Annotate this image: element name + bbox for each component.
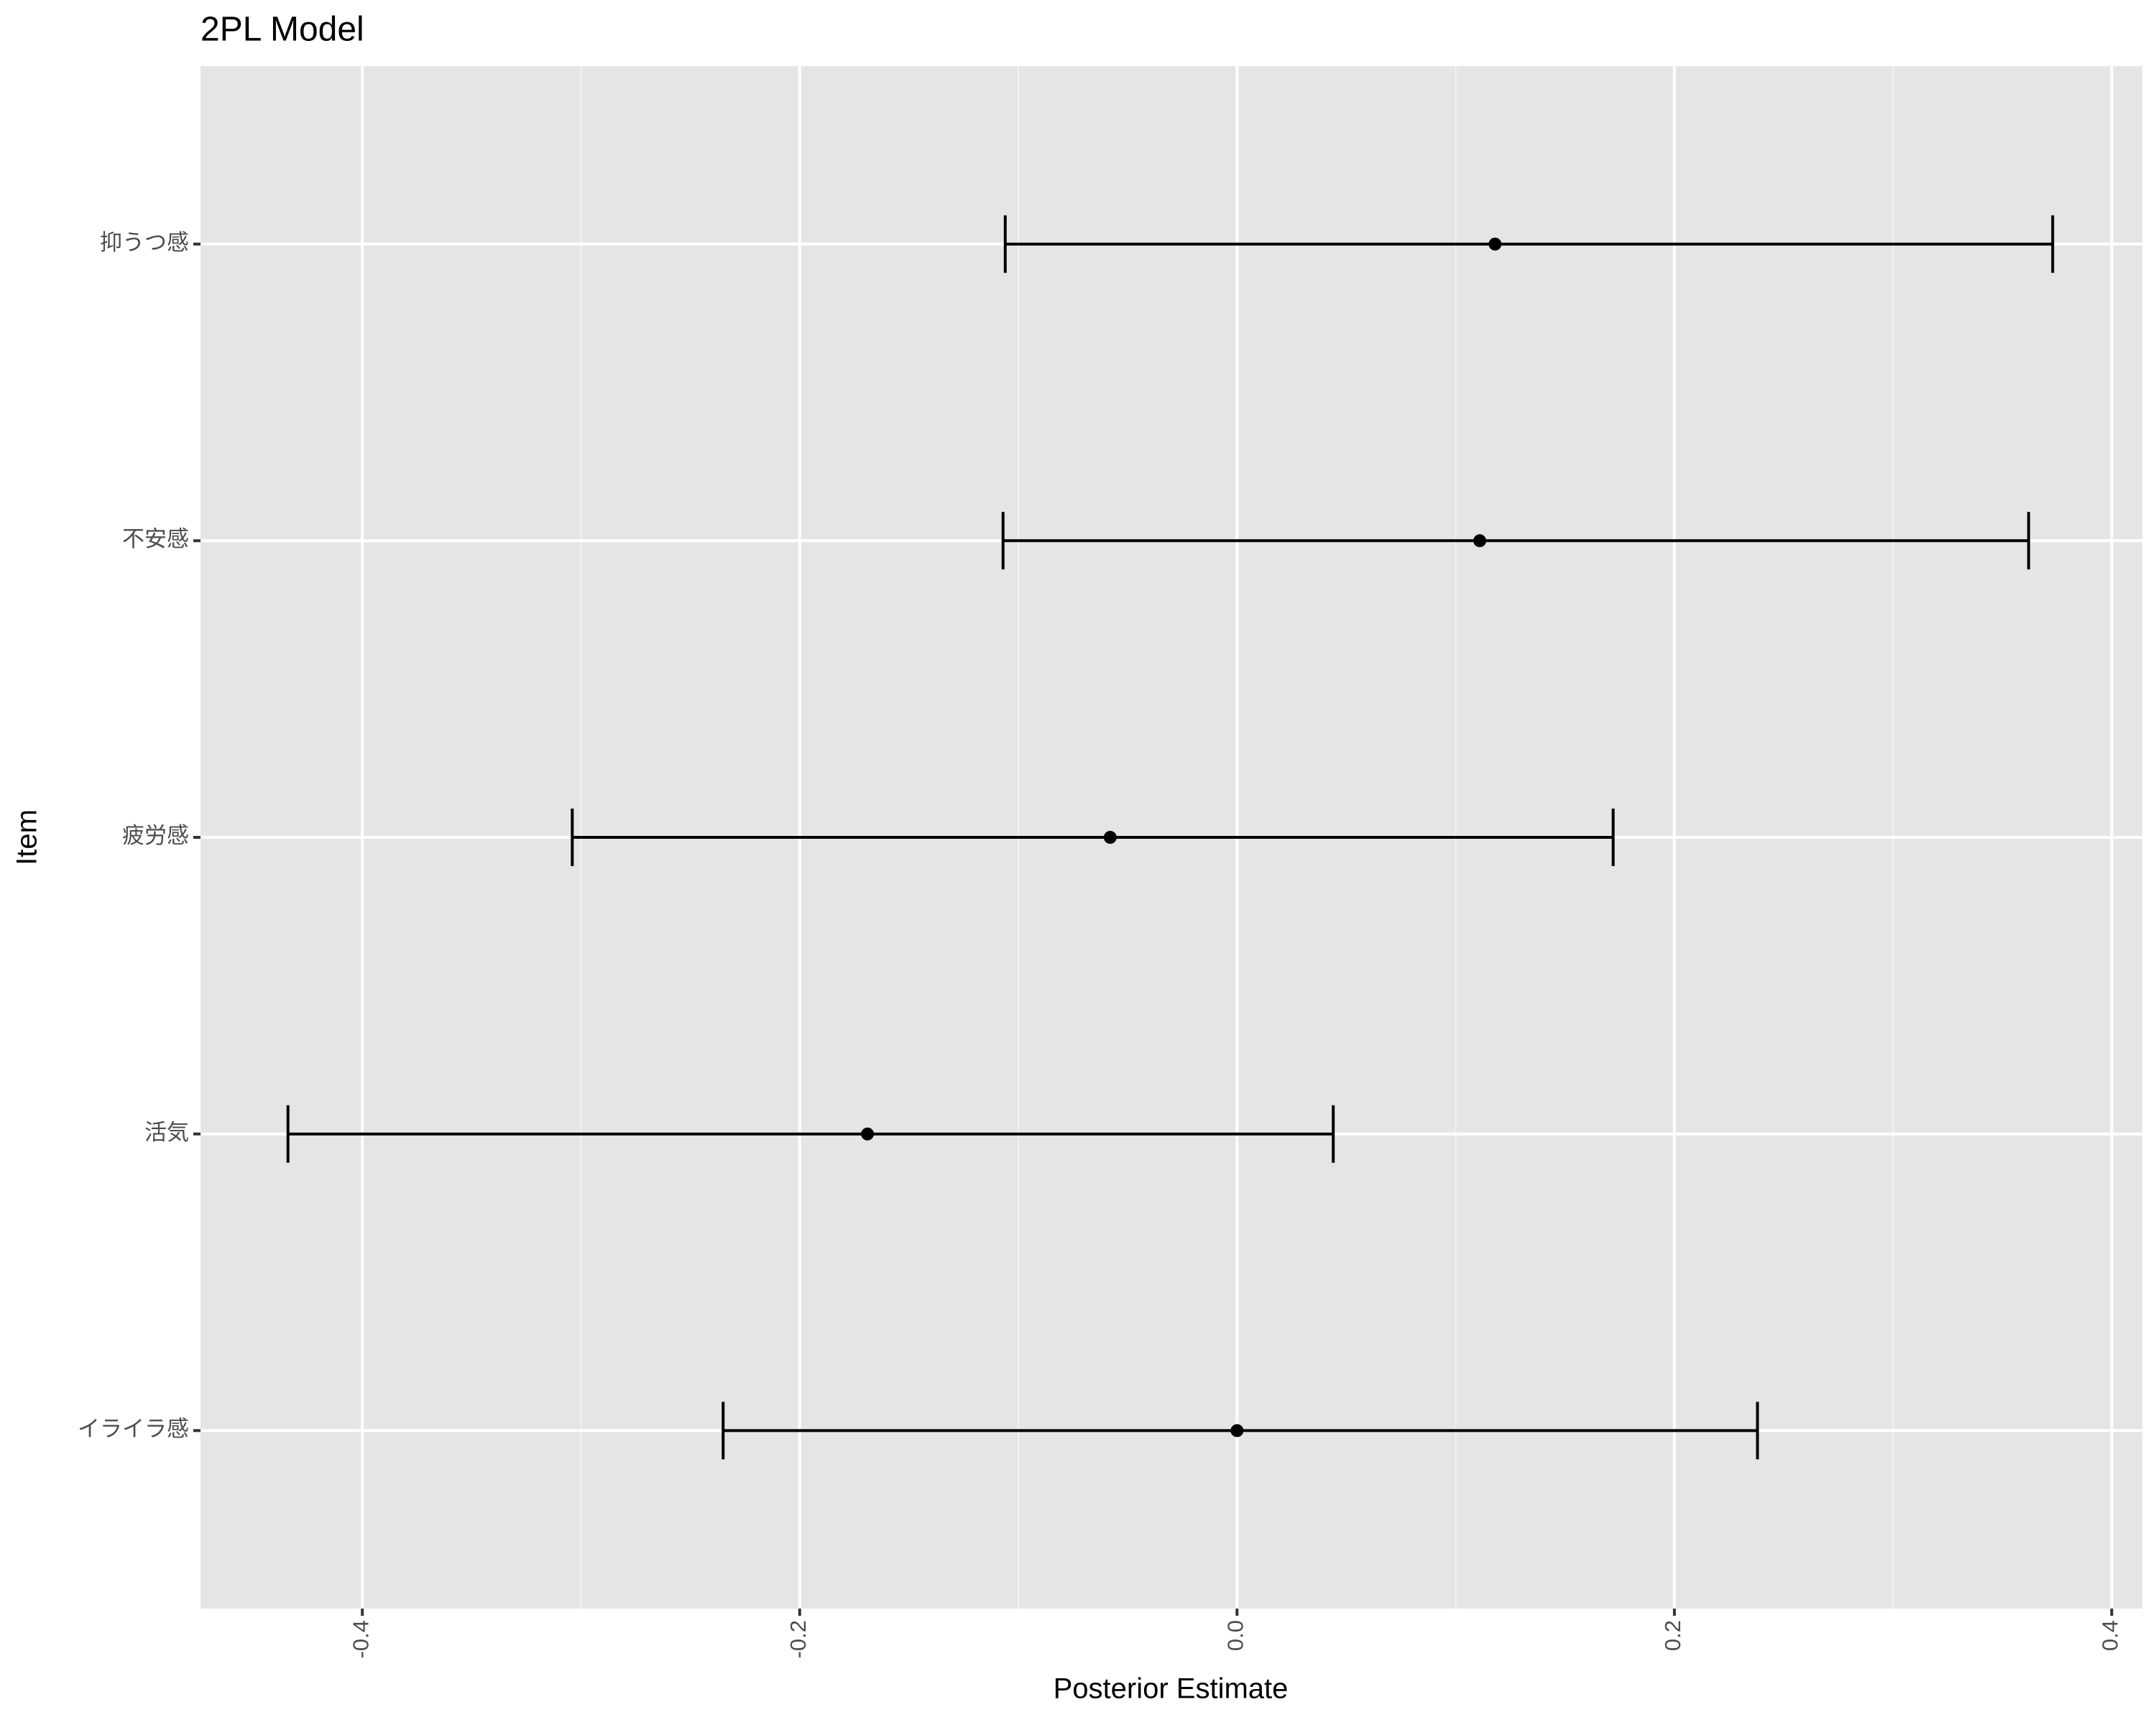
point: [1230, 1424, 1244, 1438]
x-tick-label: 0.2: [1660, 1620, 1685, 1651]
point: [1488, 237, 1502, 251]
point: [1103, 831, 1117, 844]
x-tick-label: 0.4: [2098, 1620, 2123, 1651]
point: [1473, 534, 1487, 548]
y-tick-label: 活気: [144, 1120, 189, 1145]
x-tick-label: -0.2: [786, 1620, 811, 1658]
y-tick-label: イライラ感: [78, 1417, 189, 1442]
point: [861, 1127, 875, 1141]
x-tick-label: -0.4: [348, 1620, 373, 1658]
x-axis-title: Posterior Estimate: [1054, 1673, 1289, 1705]
y-tick-label: 不安感: [122, 526, 189, 551]
y-axis-title: Item: [11, 809, 43, 865]
chart-title: 2PL Model: [201, 11, 364, 49]
y-tick-label: 抑うつ感: [100, 230, 189, 255]
y-tick-label: 疲労感: [122, 823, 189, 848]
x-tick-label: 0.0: [1222, 1620, 1248, 1651]
